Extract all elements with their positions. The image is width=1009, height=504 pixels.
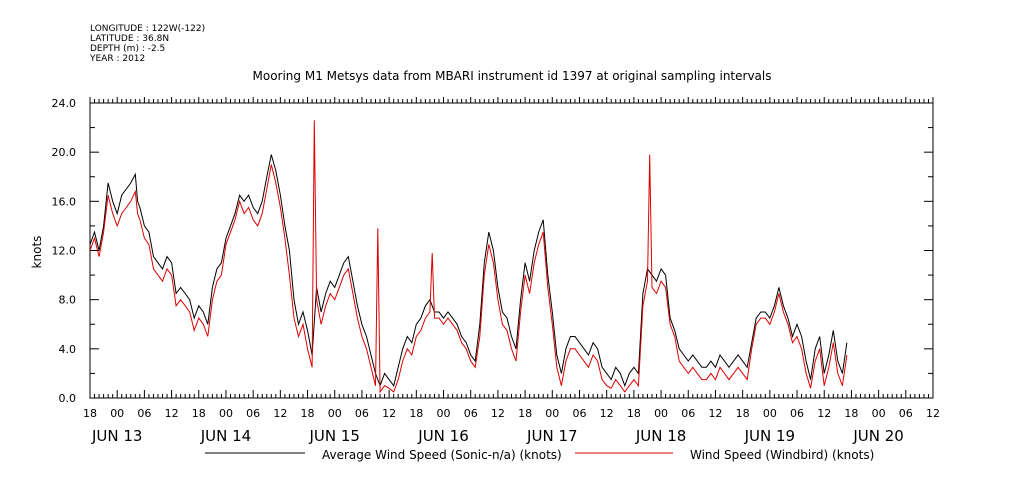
y-tick-label: 24.0 [52,97,77,110]
x-tick-label: 06 [246,407,260,420]
y-tick-label: 12.0 [52,245,77,258]
header-line-year: YEAR : 2012 [89,54,145,64]
x-day-label: JUN 19 [744,427,795,445]
x-tick-label: 00 [654,407,668,420]
x-tick-label: 18 [192,407,206,420]
x-tick-label: 12 [926,407,940,420]
chart-title: Mooring M1 Metsys data from MBARI instru… [253,69,772,83]
y-tick-label: 0.0 [59,392,77,405]
x-tick-label: 18 [518,407,532,420]
series-line-average-wind [89,154,848,388]
series-layer [89,120,848,394]
y-tick-label: 8.0 [59,294,77,307]
x-tick-label: 06 [572,407,586,420]
x-tick-label: 12 [165,407,179,420]
header-line-depth: DEPTH (m) : -2.5 [90,44,165,54]
x-day-label: JUN 13 [91,427,142,445]
x-tick-label: 00 [872,407,886,420]
x-tick-label: 18 [83,407,97,420]
x-day-label: JUN 15 [308,427,359,445]
x-tick-label: 06 [355,407,369,420]
header-line-latitude: LATITUDE : 36.8N [90,34,169,44]
header-block: LONGITUDE : 122W(-122) LATITUDE : 36.8N … [89,24,205,64]
y-tick-label: 16.0 [52,195,77,208]
x-tick-label: 06 [464,407,478,420]
x-tick-label: 12 [273,407,287,420]
x-tick-label: 12 [600,407,614,420]
x-tick-label: 06 [137,407,151,420]
x-day-label: JUN 16 [417,427,468,445]
y-axis: 0.0 4.0 8.0 12.0 16.0 20.0 24.0 [52,97,933,405]
x-tick-label: 12 [708,407,722,420]
y-tick-label: 20.0 [52,146,77,159]
y-tick-label: 4.0 [59,343,77,356]
x-tick-label: 06 [899,407,913,420]
x-tick-label: 12 [382,407,396,420]
x-day-label: JUN 18 [635,427,686,445]
x-tick-label: 00 [219,407,233,420]
x-axis: 18 00 06 12 18 00 06 12 18 00 06 12 18 00 06 12 18 00 06 12… [83,97,940,445]
x-tick-label: 00 [110,407,124,420]
legend-label-windbird: Wind Speed (Windbird) (knots) [690,448,874,462]
x-tick-label: 18 [736,407,750,420]
legend-label-average-wind: Average Wind Speed (Sonic-n/a) (knots) [322,448,562,462]
x-tick-label: 18 [627,407,641,420]
x-tick-label: 06 [681,407,695,420]
legend: Average Wind Speed (Sonic-n/a) (knots) W… [205,448,874,462]
header-line-longitude: LONGITUDE : 122W(-122) [90,24,205,34]
y-axis-label: knots [30,236,44,269]
x-tick-label: 00 [763,407,777,420]
x-tick-label: 06 [790,407,804,420]
x-tick-label: 18 [409,407,423,420]
x-day-label: JUN 17 [526,427,577,445]
plot-frame [89,102,934,399]
x-day-label: JUN 14 [200,427,251,445]
x-tick-label: 18 [844,407,858,420]
x-tick-label: 00 [545,407,559,420]
x-tick-label: 18 [301,407,315,420]
x-tick-label: 12 [491,407,505,420]
x-day-label: JUN 20 [852,427,903,445]
x-tick-label: 00 [437,407,451,420]
x-tick-label: 00 [328,407,342,420]
series-line-windbird [89,120,848,394]
x-tick-label: 12 [817,407,831,420]
